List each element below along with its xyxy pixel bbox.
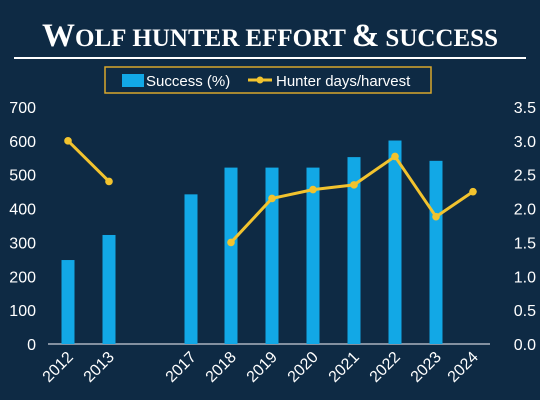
right-tick-label: 1.5 — [514, 235, 536, 252]
x-tick-label: 2012 — [40, 349, 77, 386]
x-tick-label: 2024 — [445, 349, 482, 386]
line-point-2018 — [227, 238, 235, 247]
bar-2018 — [224, 167, 238, 344]
x-tick-label: 2023 — [408, 349, 445, 386]
bar-2013 — [102, 234, 116, 344]
left-tick-label: 300 — [9, 235, 36, 252]
x-tick-label: 2018 — [203, 349, 240, 386]
line-point-2019 — [268, 194, 276, 203]
bar-2017 — [184, 194, 198, 344]
line-point-2020 — [309, 185, 317, 194]
x-tick-label: 2019 — [244, 349, 281, 386]
x-tick-label: 2022 — [367, 349, 404, 386]
right-tick-label: 2.5 — [514, 168, 536, 185]
left-tick-label: 700 — [9, 100, 36, 117]
bar-2023 — [429, 160, 443, 344]
x-tick-labels: 2012 2013 2017 2018 2019 2020 2021 2022 2023 2024 — [40, 349, 482, 386]
right-axis-tick-labels: 0.0 0.5 1.0 1.5 2.0 2.5 3.0 3.5 — [514, 100, 536, 354]
bar-2022 — [388, 140, 402, 344]
left-axis-tick-labels: 0 100 200 300 400 500 600 700 — [9, 100, 36, 354]
legend-label-hunter-days: Hunter days/harvest — [276, 73, 411, 90]
line-segment — [66, 139, 111, 183]
legend-swatch-bars — [122, 74, 144, 87]
legend-swatch-marker — [256, 76, 264, 84]
bar-2021 — [347, 157, 361, 344]
line-point-2024 — [469, 187, 477, 196]
line-point-2021 — [350, 181, 358, 189]
right-tick-label: 3.0 — [514, 134, 536, 151]
legend: Success (%) Hunter days/harvest — [104, 66, 432, 94]
left-tick-label: 500 — [9, 168, 36, 185]
right-tick-label: 1.0 — [514, 269, 536, 286]
bar-2019 — [265, 167, 279, 344]
right-tick-label: 0.0 — [514, 337, 536, 354]
line-point-2013 — [105, 177, 113, 186]
x-tick-label: 2017 — [163, 349, 200, 386]
x-tick-label: 2020 — [285, 349, 322, 386]
right-tick-label: 3.5 — [514, 100, 536, 117]
left-tick-label: 400 — [9, 202, 36, 219]
bar-2020 — [306, 167, 320, 344]
line-point-2012 — [64, 137, 72, 145]
left-tick-label: 100 — [9, 303, 36, 320]
line-point-2022 — [391, 152, 399, 161]
bars — [61, 140, 443, 344]
line-markers — [64, 137, 477, 247]
right-tick-label: 0.5 — [514, 303, 536, 320]
left-tick-label: 0 — [27, 337, 36, 354]
right-tick-label: 2.0 — [514, 202, 536, 219]
legend-label-success: Success (%) — [146, 73, 230, 90]
left-tick-label: 600 — [9, 134, 36, 151]
bar-2012 — [61, 260, 75, 344]
x-tick-label: 2021 — [326, 349, 363, 386]
x-tick-label: 2013 — [81, 349, 118, 386]
chart-title: WOLF HUNTER EFFORT & SUCCESS — [42, 18, 498, 54]
left-tick-label: 200 — [9, 269, 36, 286]
legend-frame — [104, 66, 432, 94]
line-point-2023 — [432, 212, 440, 221]
